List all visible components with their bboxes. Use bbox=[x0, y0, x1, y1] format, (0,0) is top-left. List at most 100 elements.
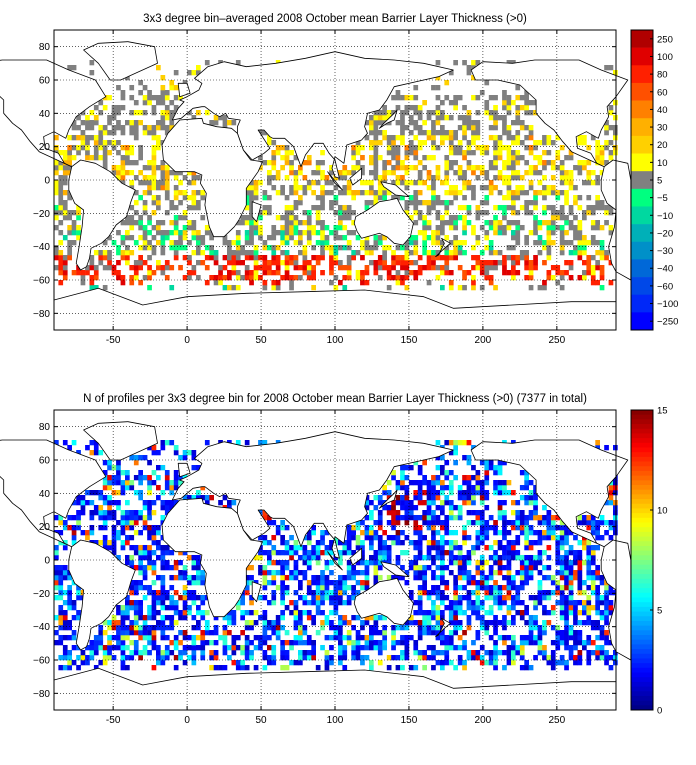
data-bin bbox=[329, 280, 334, 286]
data-bin bbox=[76, 135, 81, 141]
data-bin bbox=[440, 635, 445, 641]
data-bin bbox=[422, 480, 427, 486]
data-bin bbox=[586, 560, 592, 566]
data-bin bbox=[200, 635, 206, 641]
data-bin bbox=[524, 620, 529, 626]
data-bin bbox=[542, 550, 547, 556]
data-bin bbox=[298, 165, 303, 171]
data-bin bbox=[506, 220, 512, 226]
data-bin bbox=[564, 630, 569, 636]
data-bin bbox=[457, 545, 463, 551]
data-bin bbox=[493, 175, 498, 181]
data-bin bbox=[111, 540, 117, 546]
data-bin bbox=[426, 130, 432, 136]
data-bin bbox=[147, 90, 152, 96]
data-bin bbox=[400, 480, 405, 486]
data-bin bbox=[187, 645, 192, 651]
data-bin bbox=[253, 645, 259, 651]
data-bin bbox=[391, 95, 396, 101]
data-bin bbox=[209, 250, 214, 256]
data-bin bbox=[351, 170, 356, 176]
data-bin bbox=[360, 570, 365, 576]
data-bin bbox=[289, 235, 294, 241]
data-bin bbox=[262, 130, 268, 136]
data-bin bbox=[586, 515, 592, 521]
data-bin bbox=[191, 70, 197, 76]
data-bin bbox=[413, 600, 419, 606]
data-bin bbox=[164, 210, 170, 216]
data-bin bbox=[590, 560, 596, 566]
data-bin bbox=[67, 595, 72, 601]
data-bin bbox=[62, 575, 68, 581]
data-bin bbox=[431, 195, 436, 201]
data-bin bbox=[488, 125, 494, 131]
data-bin bbox=[262, 540, 268, 546]
data-bin bbox=[542, 150, 547, 156]
data-bin bbox=[111, 655, 117, 661]
data-bin bbox=[448, 540, 454, 546]
data-bin bbox=[351, 650, 356, 656]
data-bin bbox=[129, 185, 135, 191]
data-bin bbox=[546, 620, 552, 626]
data-bin bbox=[338, 175, 343, 181]
data-bin bbox=[129, 110, 135, 116]
data-bin bbox=[448, 570, 454, 576]
data-bin bbox=[160, 445, 166, 451]
data-bin bbox=[590, 525, 596, 531]
data-bin bbox=[608, 105, 614, 111]
data-bin bbox=[524, 605, 529, 611]
data-bin bbox=[324, 550, 330, 556]
data-bin bbox=[586, 595, 592, 601]
data-bin bbox=[169, 650, 175, 656]
data-bin bbox=[196, 65, 201, 71]
data-bin bbox=[351, 625, 356, 631]
data-bin bbox=[164, 505, 170, 511]
data-bin bbox=[426, 170, 432, 176]
data-bin bbox=[537, 155, 543, 161]
data-bin bbox=[80, 495, 86, 501]
data-bin bbox=[160, 575, 166, 581]
data-bin bbox=[62, 265, 68, 271]
data-bin bbox=[173, 655, 179, 661]
data-bin bbox=[71, 440, 77, 446]
grid bbox=[54, 410, 616, 710]
data-bin bbox=[559, 530, 565, 536]
data-bin bbox=[156, 645, 161, 651]
data-bin bbox=[240, 250, 245, 256]
data-bin bbox=[417, 170, 423, 176]
data-bin bbox=[546, 270, 552, 276]
data-bin bbox=[169, 480, 175, 486]
data-bin bbox=[448, 440, 454, 446]
data-bin bbox=[67, 525, 72, 531]
data-bin bbox=[111, 265, 117, 271]
data-bin bbox=[333, 185, 339, 191]
data-bin bbox=[67, 215, 72, 221]
data-bin bbox=[320, 575, 325, 581]
data-bin bbox=[537, 570, 543, 576]
data-bin bbox=[604, 655, 609, 661]
data-bin bbox=[200, 495, 206, 501]
data-bin bbox=[493, 215, 498, 221]
data-bin bbox=[377, 540, 383, 546]
data-bin bbox=[515, 595, 521, 601]
data-bin bbox=[462, 130, 467, 136]
data-bin bbox=[360, 585, 365, 591]
data-bin bbox=[138, 225, 143, 231]
data-bin bbox=[377, 185, 383, 191]
data-bin bbox=[608, 210, 614, 216]
data-bin bbox=[249, 220, 254, 226]
data-bin bbox=[306, 580, 312, 586]
data-bin bbox=[462, 185, 467, 191]
data-bin bbox=[519, 470, 525, 476]
data-bin bbox=[377, 560, 383, 566]
data-bin bbox=[249, 200, 254, 206]
data-bin bbox=[577, 575, 583, 581]
colorbar-tick-label: 15 bbox=[657, 406, 668, 417]
data-bin bbox=[227, 620, 232, 626]
data-bin bbox=[479, 585, 485, 591]
data-bin bbox=[542, 240, 547, 246]
data-bin bbox=[488, 570, 494, 576]
data-bin bbox=[555, 570, 561, 576]
data-bin bbox=[351, 640, 356, 646]
data-bin bbox=[528, 145, 534, 151]
